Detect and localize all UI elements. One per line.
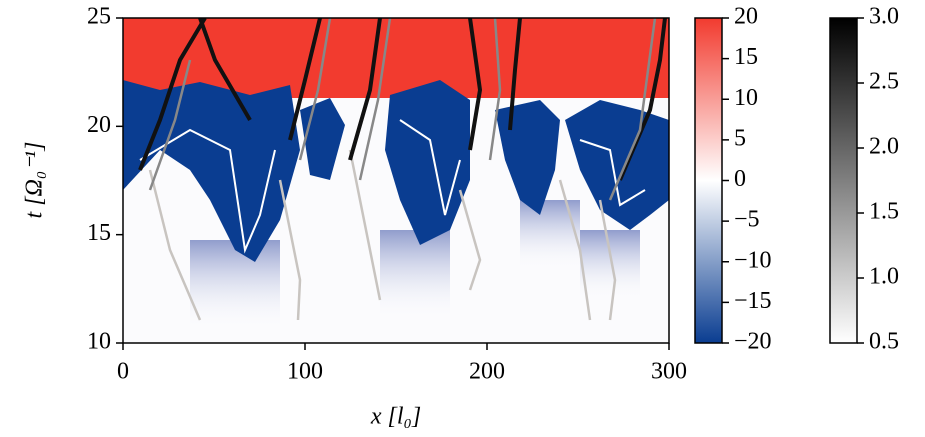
colorbar-tick-label: 1.5 — [869, 199, 899, 225]
colorbar — [694, 17, 723, 344]
colorbar-tick-label: −10 — [734, 247, 772, 273]
colorbar-tick-label: −20 — [734, 329, 772, 355]
y-tick-label: 10 — [87, 329, 111, 355]
colorbar-tick-label: 20 — [734, 4, 758, 30]
colorbar-tick-label: 2.0 — [869, 134, 899, 160]
x-axis-label: x [l₀] — [370, 404, 421, 430]
y-tick-label: 25 — [87, 4, 111, 30]
y-axis-label: t [Ω₀⁻¹] — [22, 142, 48, 219]
colorbar-tick-label: 5 — [734, 125, 746, 151]
colorbar-tick-label: 2.5 — [869, 69, 899, 95]
plot-frame — [122, 17, 670, 344]
colorbar-tick-label: −15 — [734, 288, 772, 314]
field-image — [123, 18, 669, 343]
y-tick-label: 20 — [87, 112, 111, 138]
x-tick-label: 300 — [651, 359, 687, 385]
colorbar-tick-label: 15 — [734, 44, 758, 70]
colorbar-tick-label: 3.0 — [869, 4, 899, 30]
colorbar — [829, 17, 858, 344]
colorbar-tick-label: 0 — [734, 166, 746, 192]
x-tick-label: 200 — [469, 359, 505, 385]
colorbar-tick-label: 10 — [734, 85, 758, 111]
y-tick-label: 15 — [87, 220, 111, 246]
x-tick-label: 0 — [117, 359, 129, 385]
x-tick-label: 100 — [287, 359, 323, 385]
colorbar-tick-label: 0.5 — [869, 329, 899, 355]
colorbar-tick-label: −5 — [734, 207, 760, 233]
colorbar-tick-label: 1.0 — [869, 264, 899, 290]
